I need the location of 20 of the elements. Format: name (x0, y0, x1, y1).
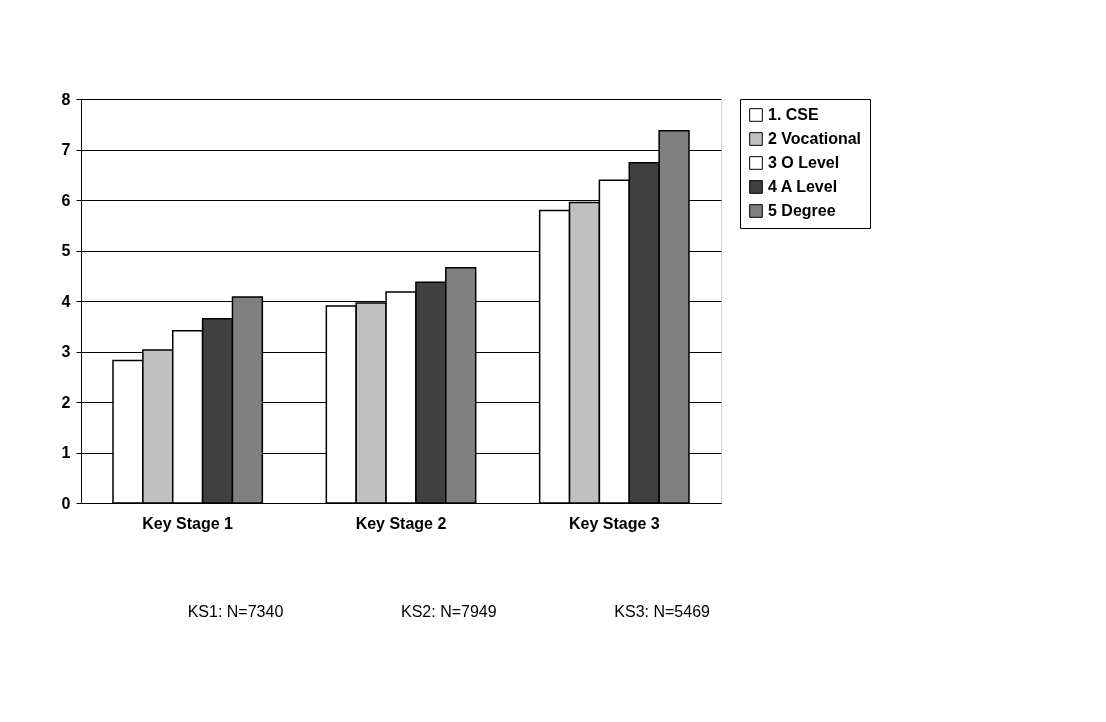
y-tick-label: 6 (61, 191, 71, 209)
legend-label: 2 Vocational (768, 130, 862, 147)
x-tick-label: Key Stage 2 (355, 514, 447, 532)
y-tick-label: 5 (61, 242, 71, 259)
x-tick-label: Key Stage 3 (568, 514, 660, 532)
legend-label: 5 Degree (768, 202, 836, 219)
y-tick-label: 3 (61, 343, 71, 360)
y-tick-label: 8 (61, 90, 71, 108)
legend-label: 3 O Level (768, 154, 840, 171)
legend-label: 4 A Level (768, 178, 838, 195)
y-tick-label: 7 (61, 141, 71, 158)
y-tick-label: 0 (61, 494, 71, 512)
y-tick-label: 1 (61, 444, 71, 461)
legend-label: 1. CSE (768, 106, 820, 123)
text: KS3: N=5469 (614, 603, 711, 620)
text: KS1: N=7340 (187, 603, 284, 620)
y-tick-label: 4 (61, 292, 71, 310)
x-tick-label: Key Stage 1 (142, 514, 234, 532)
text: KS2: N=7949 (401, 603, 497, 620)
y-tick-label: 2 (61, 393, 71, 411)
